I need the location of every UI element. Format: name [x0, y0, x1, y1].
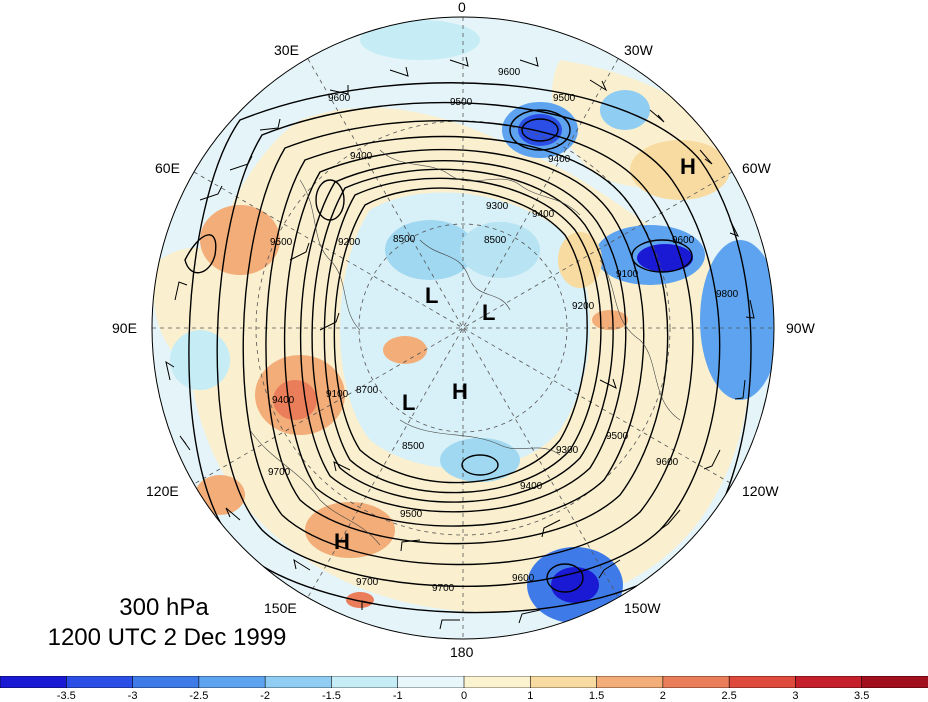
contour-label: 8500 — [402, 441, 425, 452]
contour-label: 9500 — [400, 509, 423, 520]
colorbar-tick-label: 2 — [659, 690, 666, 702]
contour-label: 9500 — [450, 97, 473, 108]
low-pressure-marker: L — [402, 390, 416, 415]
contour-label: 9600 — [498, 67, 521, 78]
contour-label: 9700 — [268, 467, 291, 478]
colorbar-swatch — [861, 676, 928, 688]
contour-label: 9100 — [326, 389, 349, 400]
colorbar-tick-label: 3 — [792, 690, 799, 702]
longitude-label: 90E — [112, 320, 137, 336]
colorbar-swatch — [529, 676, 598, 688]
colorbar-tick-label: -2.5 — [189, 690, 209, 702]
colorbar-swatch — [795, 676, 863, 688]
colorbar-tick-label: -1 — [392, 690, 403, 702]
low-pressure-marker: L — [425, 283, 439, 308]
contour-label: 9400 — [548, 154, 571, 165]
contour-label: 9800 — [716, 289, 739, 300]
coastlines — [249, 149, 681, 546]
low-pressure-marker: L — [482, 300, 496, 325]
contour-label: 9100 — [616, 269, 639, 280]
contour-label: 8500 — [484, 235, 507, 246]
contour-label: 9400 — [520, 481, 543, 492]
colorbar-tick-label: 1.5 — [588, 690, 605, 702]
colorbar-tick-label: -1.5 — [321, 690, 341, 702]
shaded-anomaly-field — [154, 20, 774, 623]
contour-label: 8500 — [393, 234, 416, 245]
longitude-label: 120W — [742, 483, 779, 499]
colorbar-swatch — [728, 676, 797, 688]
longitude-label: 60W — [742, 160, 771, 176]
colorbar-swatch — [132, 676, 200, 688]
contour-label: 9200 — [572, 301, 595, 312]
contour-label: 9700 — [432, 583, 455, 594]
colorbar-swatch — [0, 676, 68, 688]
contour-label: 9600 — [672, 235, 695, 246]
pressure-level-title: 300 hPa — [119, 594, 209, 621]
colorbar-swatch — [397, 676, 465, 688]
colorbar-tick-label: -3 — [127, 690, 138, 702]
colorbar-swatch — [198, 676, 266, 688]
contour-label: 9400 — [350, 151, 373, 162]
contour-label: 9700 — [356, 577, 379, 588]
contour-label: 9400 — [272, 395, 295, 406]
colorbar-tick-label: 0 — [460, 690, 468, 702]
contour-label: 9400 — [532, 209, 555, 220]
colorbar-tick-label: 2.5 — [721, 690, 737, 702]
longitude-label: 60E — [155, 160, 180, 176]
colorbar-swatch — [662, 676, 730, 688]
colorbar-tick-label: 3.5 — [854, 690, 870, 702]
longitude-label: 180 — [450, 644, 474, 660]
contour-label: 9600 — [328, 93, 351, 104]
high-pressure-marker: H — [680, 154, 696, 179]
valid-time-title: 1200 UTC 2 Dec 1999 — [47, 624, 287, 651]
longitude-label: 30E — [274, 42, 299, 58]
contour-label: 8700 — [356, 385, 379, 396]
colorbar-tick-label: 1 — [527, 690, 534, 702]
contour-label: 9300 — [486, 201, 509, 212]
longitude-label: 150W — [624, 600, 661, 616]
colorbar-swatch — [65, 676, 134, 688]
colorbar-swatch — [331, 676, 399, 688]
contour-label: 9200 — [338, 237, 361, 248]
longitude-label: 150E — [264, 600, 297, 616]
longitude-label: 0 — [458, 0, 466, 15]
contour-label: 9600 — [656, 457, 679, 468]
contour-label: 9500 — [270, 237, 293, 248]
colorbar-swatch — [463, 676, 532, 688]
contour-label: 9500 — [553, 93, 576, 104]
high-pressure-marker: H — [334, 529, 350, 554]
colorbar-tick-label: -2 — [260, 690, 271, 702]
longitude-label: 120E — [146, 483, 179, 499]
graticule — [152, 17, 774, 639]
colorbar-swatch — [596, 676, 664, 688]
wind-barbs — [165, 56, 755, 630]
contour-label: 9300 — [556, 445, 579, 456]
colorbar-swatch — [264, 676, 333, 688]
colorbar — [0, 676, 928, 688]
contour-label: 9600 — [512, 573, 535, 584]
high-pressure-marker: H — [452, 379, 468, 404]
longitude-label: 30W — [624, 42, 653, 58]
contour-label: 9500 — [606, 431, 629, 442]
longitude-label: 90W — [786, 320, 815, 336]
colorbar-tick-label: -3.5 — [56, 690, 76, 702]
